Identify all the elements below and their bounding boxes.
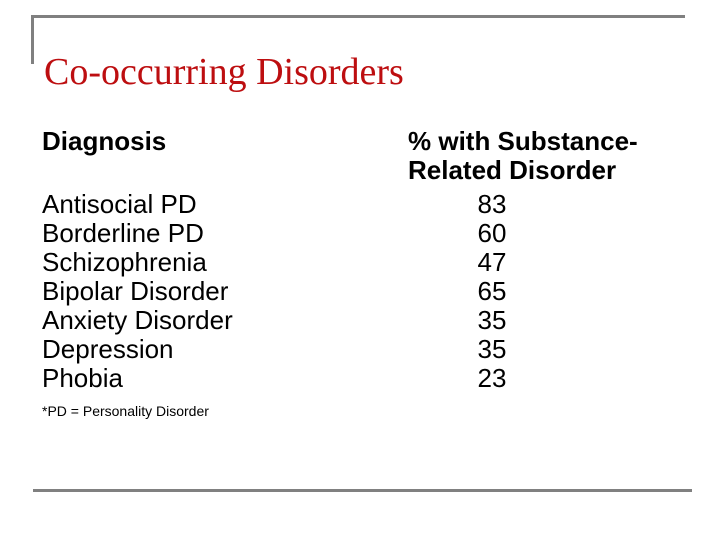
diagnosis-cell: Phobia xyxy=(42,363,123,393)
table-row: Schizophrenia 47 xyxy=(42,248,642,277)
left-accent-line xyxy=(31,15,34,64)
slide-title: Co-occurring Disorders xyxy=(44,51,404,94)
diagnosis-cell: Bipolar Disorder xyxy=(42,276,229,306)
diagnosis-cell: Depression xyxy=(42,334,174,364)
table-header-percent-line1: % with Substance- xyxy=(408,126,638,156)
table-row: Antisocial PD 83 xyxy=(42,190,642,219)
diagnosis-cell: Antisocial PD xyxy=(42,189,197,219)
diagnosis-cell: Anxiety Disorder xyxy=(42,305,233,335)
diagnosis-cell: Schizophrenia xyxy=(42,247,207,277)
table-row: Depression 35 xyxy=(42,335,642,364)
table-row: Anxiety Disorder 35 xyxy=(42,306,642,335)
diagnosis-table: Antisocial PD 83 Borderline PD 60 Schizo… xyxy=(42,190,642,393)
table-header-percent: % with Substance- Related Disorder xyxy=(408,127,648,185)
percent-cell: 60 xyxy=(477,218,507,248)
footnote: *PD = Personality Disorder xyxy=(42,403,209,419)
percent-cell: 23 xyxy=(477,363,507,393)
table-row: Borderline PD 60 xyxy=(42,219,642,248)
table-header-diagnosis: Diagnosis xyxy=(42,126,167,156)
percent-cell: 47 xyxy=(477,247,507,277)
percent-cell: 35 xyxy=(477,305,507,335)
table-header-percent-line2: Related Disorder xyxy=(408,155,617,185)
bottom-accent-line xyxy=(33,489,692,492)
percent-cell: 65 xyxy=(477,276,507,306)
percent-cell: 35 xyxy=(477,334,507,364)
percent-cell: 83 xyxy=(477,189,507,219)
diagnosis-cell: Borderline PD xyxy=(42,218,204,248)
top-accent-line xyxy=(31,15,685,18)
table-row: Phobia 23 xyxy=(42,364,642,393)
table-row: Bipolar Disorder 65 xyxy=(42,277,642,306)
